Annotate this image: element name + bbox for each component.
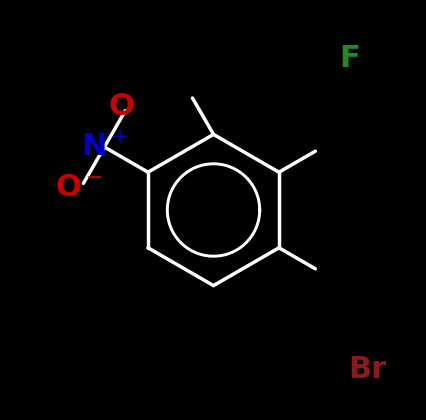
Text: Br: Br (347, 355, 385, 384)
Text: N$^+$: N$^+$ (81, 132, 128, 162)
Text: O$^-$: O$^-$ (55, 173, 103, 202)
Text: O: O (108, 92, 134, 121)
Text: F: F (339, 44, 360, 74)
